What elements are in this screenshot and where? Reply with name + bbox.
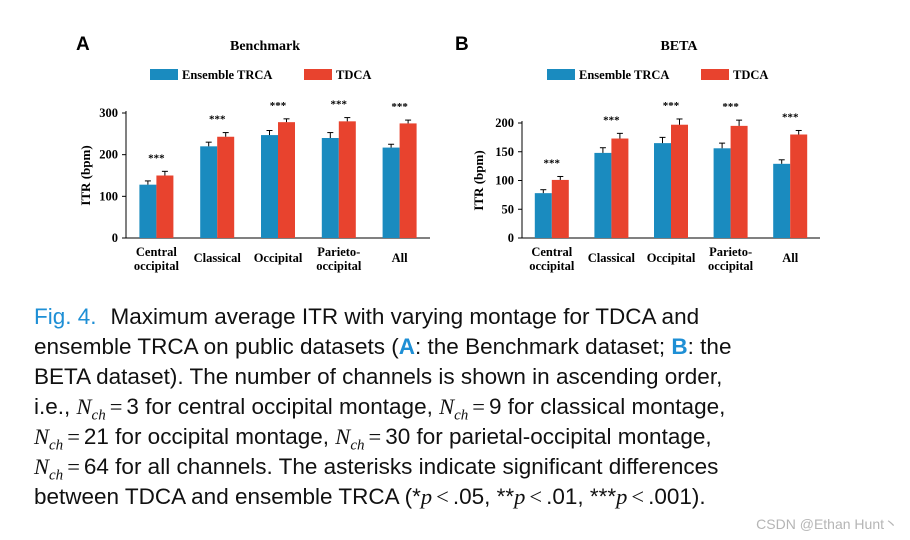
panel-b-y-tick-label-1: 50: [502, 202, 515, 216]
panel-a-legend-swatch-1: [304, 69, 332, 80]
panel-b-title: BETA: [660, 39, 698, 54]
panel-b-bar-1-0: [594, 152, 612, 238]
panel-b-bar-2-0: [654, 143, 671, 238]
panel-a-signif-0: ***: [148, 152, 165, 164]
panel-a-bar-2-1: [278, 122, 295, 238]
panel-b-bar-2-1: [671, 124, 688, 238]
panel-a-signif-3: ***: [331, 99, 348, 111]
caption-line-4: i.e., Nch = 3 for central occipital montag…: [34, 394, 726, 424]
panel-b-legend-swatch-0: [547, 69, 575, 80]
panel-b-y-tick-label-4: 200: [495, 116, 514, 130]
panel-b-signif-3: ***: [722, 101, 739, 113]
panel-b-category-label-2-0: Occipital: [647, 251, 696, 265]
panel-b-y-label: ITR (bpm): [471, 150, 486, 210]
panel-a-signif-2: ***: [270, 100, 287, 112]
panel-a-y-tick-label-0: 0: [112, 231, 118, 245]
caption-line-6: Nch = 64 for all channels. The asterisks i…: [34, 454, 719, 484]
panel-a-bar-3-1: [338, 121, 356, 238]
panel-b-bar-4-1: [790, 134, 808, 238]
panel-a-bar-0-1: [156, 175, 174, 238]
panel-b-bar-4-0: [773, 163, 791, 238]
panel-a-signif-1: ***: [209, 114, 226, 126]
panel-b-signif-1: ***: [603, 114, 620, 126]
panel-a-category-label-0-0: Central: [136, 245, 177, 259]
panel-b-category-label-3-1: occipital: [708, 259, 754, 273]
panel-a-title: Benchmark: [230, 39, 300, 54]
caption-line-3: BETA dataset). The number of channels is…: [34, 364, 723, 389]
caption-line-5: Nch = 21 for occipital montage, Nch = 30 for…: [34, 424, 712, 454]
panel-a-legend-label-1: TDCA: [336, 68, 371, 82]
panel-b-category-label-3-0: Parieto-: [709, 245, 752, 259]
panel-a-bar-0-0: [139, 184, 157, 238]
watermark: CSDN @Ethan Hunt丶: [756, 516, 898, 532]
panel-b-y-tick-label-3: 150: [495, 145, 514, 159]
panel-a-category-label-3-1: occipital: [316, 259, 362, 273]
panel-a-category-label-2-0: Occipital: [254, 251, 303, 265]
panel-b-bar-1-1: [611, 138, 629, 238]
panel-b-category-label-4-0: All: [782, 251, 799, 265]
panel-b-signif-4: ***: [782, 111, 799, 123]
caption-fig-label: Fig. 4.: [34, 304, 97, 329]
panel-b-y-tick-label-2: 100: [495, 174, 514, 188]
panel-b-y-tick-label-0: 0: [508, 231, 514, 245]
panel-a-bar-1-1: [217, 136, 235, 238]
panel-a-bar-2-0: [261, 135, 278, 238]
panel-b-bar-3-0: [713, 148, 731, 238]
caption-ref-b: B: [671, 334, 688, 359]
panel-a-category-label-1-0: Classical: [194, 251, 242, 265]
panel-b-label: B: [455, 34, 469, 55]
panel-b-category-label-0-1: occipital: [529, 259, 575, 273]
panel-b-legend-label-0: Ensemble TRCA: [579, 68, 669, 82]
panel-b-signif-2: ***: [663, 100, 680, 112]
caption-line-1: Fig. 4. Maximum average ITR with varying …: [34, 304, 700, 329]
panel-b-bar-3-1: [730, 125, 748, 238]
panel-a-signif-4: ***: [391, 101, 408, 113]
panel-a-bar-4-0: [382, 147, 400, 238]
panel-a-bar-3-0: [321, 138, 339, 238]
panel-b-signif-0: ***: [544, 157, 561, 169]
panel-a-label: A: [76, 34, 90, 55]
panel-b-bar-0-0: [534, 193, 552, 238]
figure-charts: A Benchmark Ensemble TRCA TDCA 0 100 200 300 ITR…: [76, 34, 820, 273]
caption-line-7: between TDCA and ensemble TRCA (*p < .05, …: [34, 484, 706, 509]
panel-b-category-label-1-0: Classical: [588, 251, 636, 265]
panel-a-category-label-0-1: occipital: [134, 259, 180, 273]
panel-a-y-label: ITR (bpm): [78, 145, 93, 205]
panel-a-bar-1-0: [200, 146, 218, 238]
panel-a-bar-4-1: [399, 123, 417, 238]
panel-b-legend-label-1: TDCA: [733, 68, 768, 82]
panel-b-bar-0-1: [551, 179, 569, 238]
caption-ref-a: A: [398, 334, 416, 359]
panel-a-y-tick-label-1: 100: [99, 189, 118, 203]
panel-a-category-label-3-0: Parieto-: [317, 245, 360, 259]
caption-line-2: ensemble TRCA on public datasets (A: the…: [34, 334, 732, 359]
panel-a-y-tick-label-2: 200: [99, 148, 118, 162]
panel-a-legend-label-0: Ensemble TRCA: [182, 68, 272, 82]
figure-caption: Fig. 4. Maximum average ITR with varying …: [34, 302, 872, 512]
panel-a-category-label-4-0: All: [392, 251, 409, 265]
panel-b-legend-swatch-1: [701, 69, 729, 80]
panel-a-legend-swatch-0: [150, 69, 178, 80]
panel-b-category-label-0-0: Central: [531, 245, 572, 259]
panel-a-y-tick-label-3: 300: [99, 106, 118, 120]
